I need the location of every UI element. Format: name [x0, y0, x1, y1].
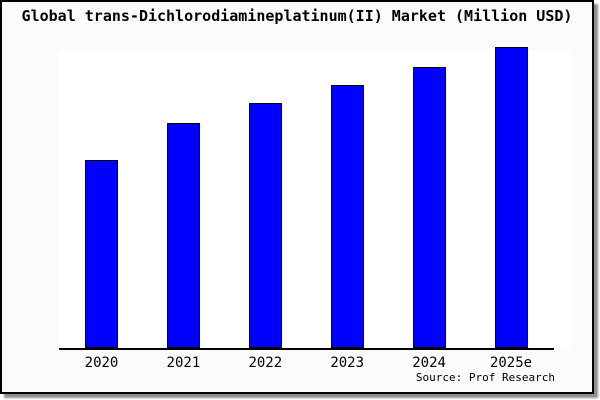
chart-frame: Global trans-Dichlorodiamineplatinum(II)… [0, 0, 594, 394]
plot-area [59, 47, 572, 350]
bar-2023 [330, 85, 364, 348]
chart-title: Global trans-Dichlorodiamineplatinum(II)… [21, 7, 573, 25]
x-axis-line [59, 348, 554, 350]
bar-2025e [494, 47, 528, 348]
source-credit: Source: Prof Research [415, 371, 555, 384]
bar-2022 [248, 103, 282, 348]
bar-2020 [85, 160, 118, 348]
x-tick-label-2024: 2024 [412, 355, 446, 371]
x-tick-label-2025e: 2025e [489, 355, 533, 371]
x-tick-label-2020: 2020 [84, 355, 119, 371]
x-tick-label-2022: 2022 [248, 355, 283, 371]
x-tick-label-2021: 2021 [166, 355, 201, 371]
x-tick-label-2023: 2023 [330, 355, 365, 371]
bar-2024 [412, 67, 446, 348]
bar-2021 [166, 123, 200, 348]
